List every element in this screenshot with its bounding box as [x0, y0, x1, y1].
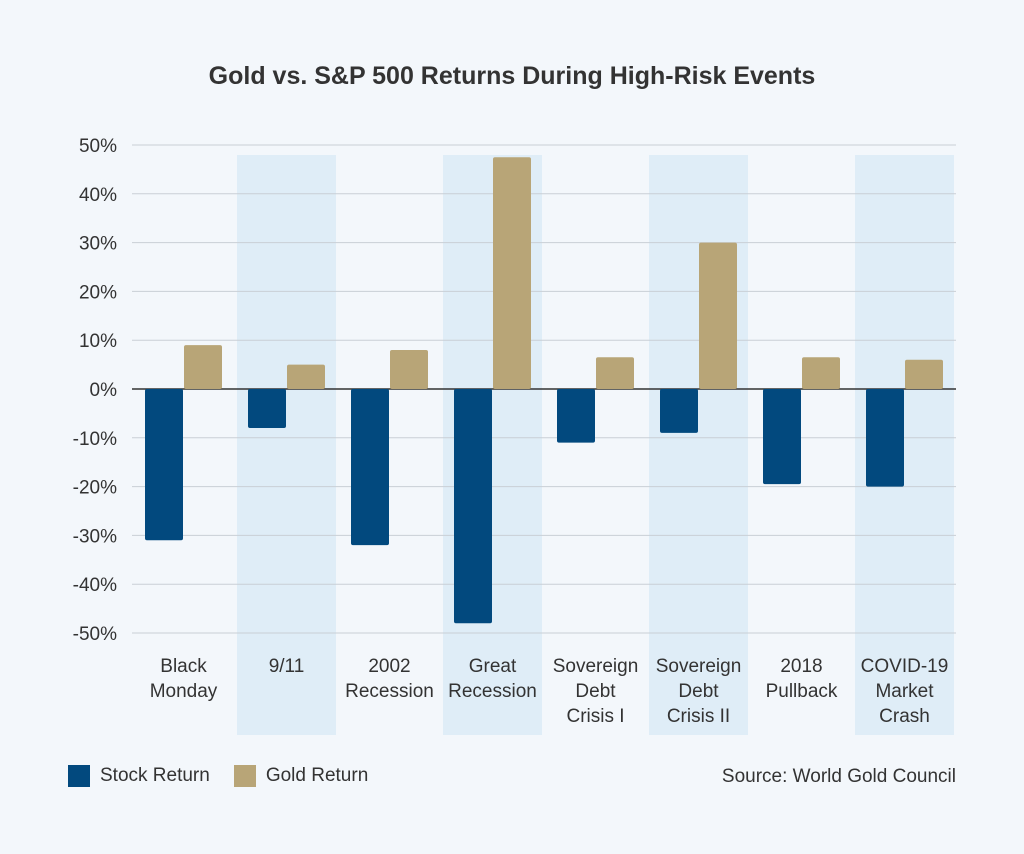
legend: Stock Return Gold Return	[68, 765, 392, 787]
bar-gold-return	[802, 357, 840, 389]
x-category-label: Debt	[678, 681, 719, 702]
y-tick-label: 50%	[79, 136, 117, 157]
bar-stock-return	[145, 389, 183, 541]
legend-label-stock: Stock Return	[100, 765, 210, 786]
bar-stock-return	[454, 389, 492, 624]
y-tick-label: -10%	[73, 429, 117, 450]
source-note: Source: World Gold Council	[721, 766, 956, 787]
x-category-label: Recession	[345, 681, 434, 702]
bar-gold-return	[905, 359, 943, 389]
x-category-label: Great	[469, 656, 517, 677]
x-category-label: COVID-19	[861, 656, 949, 677]
bar-gold-return	[184, 345, 222, 389]
x-category-label: Debt	[575, 681, 616, 702]
x-category-label: 9/11	[269, 656, 305, 677]
y-tick-label: -30%	[73, 526, 117, 547]
x-category-label: Recession	[448, 681, 537, 702]
bar-gold-return	[699, 242, 737, 389]
bar-stock-return	[557, 389, 595, 443]
y-tick-label: -20%	[73, 478, 117, 499]
bar-gold-return	[596, 357, 634, 389]
bar-gold-return	[287, 364, 325, 389]
bar-stock-return	[660, 389, 698, 433]
bar-stock-return	[351, 389, 389, 546]
bar-stock-return	[248, 389, 286, 429]
x-category-label: Crisis II	[667, 706, 730, 727]
y-tick-label: -40%	[73, 575, 117, 596]
category-band	[237, 155, 336, 735]
x-category-label: Pullback	[766, 681, 838, 702]
y-tick-label: -50%	[73, 624, 117, 645]
y-tick-label: 0%	[90, 380, 118, 401]
x-category-label: Market	[875, 681, 934, 702]
category-band	[649, 155, 748, 735]
y-tick-label: 40%	[79, 185, 117, 206]
x-category-label: Sovereign	[553, 656, 639, 677]
x-category-label: Sovereign	[656, 656, 742, 677]
y-tick-label: 20%	[79, 282, 117, 303]
legend-label-gold: Gold Return	[265, 765, 369, 786]
legend-swatch-stock	[68, 765, 90, 787]
x-category-label: Crisis I	[566, 706, 624, 727]
x-category-label: Monday	[150, 681, 218, 702]
x-category-label: 2018	[780, 656, 822, 677]
bar-stock-return	[866, 389, 904, 487]
bar-stock-return	[763, 389, 801, 485]
chart-title: Gold vs. S&P 500 Returns During High-Ris…	[208, 62, 816, 90]
x-category-label: 2002	[368, 656, 410, 677]
y-tick-label: 10%	[79, 331, 117, 352]
x-category-label: Black	[160, 656, 207, 677]
legend-item-gold: Gold Return	[233, 765, 369, 787]
x-category-label: Crash	[879, 706, 930, 727]
y-tick-label: 30%	[79, 234, 117, 255]
legend-item-stock: Stock Return	[68, 765, 210, 787]
bar-gold-return	[390, 349, 428, 389]
legend-swatch-gold	[233, 765, 256, 787]
bar-gold-return	[493, 157, 531, 389]
